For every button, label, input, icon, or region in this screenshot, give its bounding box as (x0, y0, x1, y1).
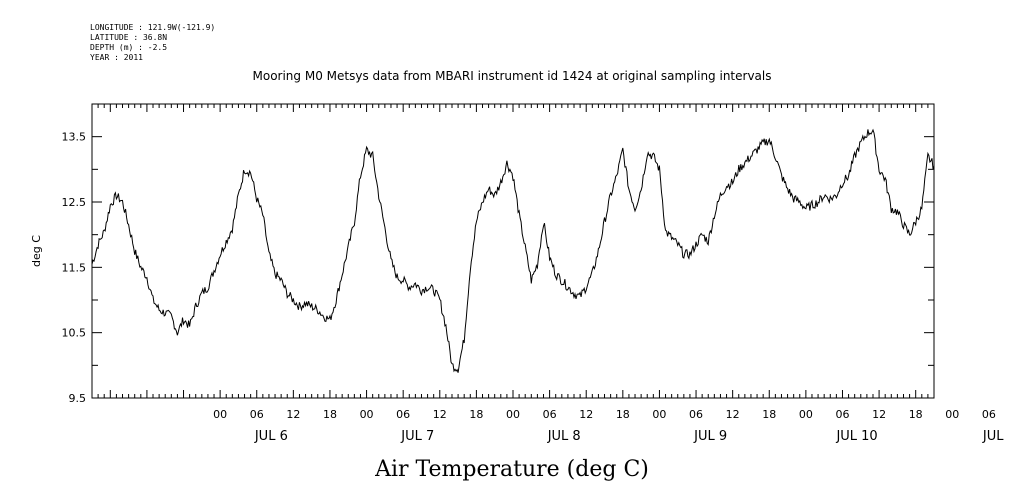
x-hour-label: 00 (360, 408, 374, 421)
x-hour-label: 06 (835, 408, 849, 421)
longitude-label: LONGITUDE : 121.9W(-121.9) (90, 23, 215, 32)
x-hour-label: 18 (909, 408, 923, 421)
y-tick-label: 12.5 (62, 196, 87, 209)
y-tick-label: 9.5 (69, 392, 87, 405)
x-hour-label: 00 (799, 408, 813, 421)
depth-label: DEPTH (m) : -2.5 (90, 43, 167, 52)
y-axis-label: deg C (30, 235, 43, 267)
x-hour-label: 12 (726, 408, 740, 421)
x-hour-label: 00 (213, 408, 227, 421)
x-hour-label: 18 (469, 408, 483, 421)
x-day-label: JUL 7 (400, 429, 434, 444)
x-day-label: JUL 6 (254, 429, 288, 444)
y-tick-label: 10.5 (62, 327, 87, 340)
x-hour-label: 00 (652, 408, 666, 421)
y-tick-label: 13.5 (62, 131, 87, 144)
x-hour-label: 18 (762, 408, 776, 421)
x-day-label: JUL 8 (547, 429, 581, 444)
latitude-label: LATITUDE : 36.8N (90, 33, 167, 42)
series-group (91, 128, 935, 373)
x-hour-label: 00 (506, 408, 520, 421)
x-hour-label: 06 (543, 408, 557, 421)
x-hour-label: 06 (689, 408, 703, 421)
x-hour-label: 06 (250, 408, 264, 421)
x-hour-label: 12 (872, 408, 886, 421)
air-temperature-line (91, 128, 935, 373)
x-day-label: JUL 11 (982, 429, 1009, 444)
x-day-label: JUL 9 (693, 429, 727, 444)
y-tick-label: 11.5 (62, 261, 87, 274)
x-hour-label: 18 (323, 408, 337, 421)
x-hour-label: 06 (396, 408, 410, 421)
y-axis: 9.5 10.5 11.5 12.5 13.5 (62, 103, 934, 405)
year-label: YEAR : 2011 (90, 53, 143, 62)
x-hour-label: 18 (616, 408, 630, 421)
plot-frame (91, 103, 935, 399)
x-axis: 00 06 12 18 00 06 12 18 00 06 12 18 00 06 12 18 00 06 12 18… (91, 104, 1009, 444)
x-day-label: JUL 10 (835, 429, 877, 444)
x-axis-title: Air Temperature (deg C) (374, 457, 649, 482)
chart-title: Mooring M0 Metsys data from MBARI instru… (253, 69, 772, 83)
x-hour-label: 06 (982, 408, 996, 421)
x-hour-label: 12 (286, 408, 300, 421)
x-hour-label: 00 (945, 408, 959, 421)
x-hour-label: 12 (433, 408, 447, 421)
x-hour-label: 12 (579, 408, 593, 421)
